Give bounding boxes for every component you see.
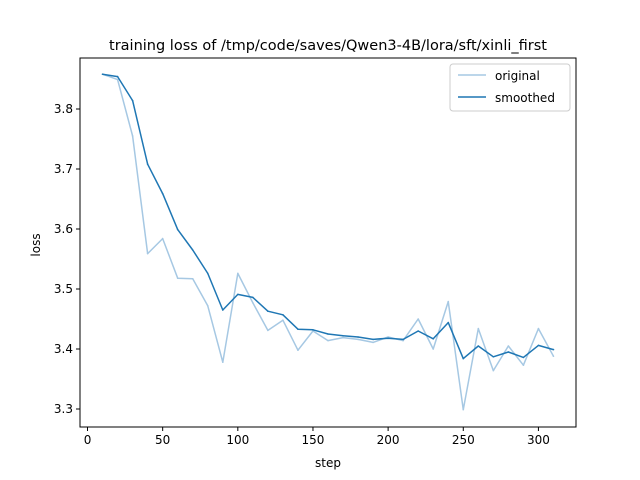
data-point-original [447, 300, 450, 303]
data-point-smoothed [221, 309, 224, 311]
data-point-original [387, 336, 389, 338]
data-point-smoothed [492, 356, 495, 358]
data-point-smoothed [357, 336, 359, 338]
data-point-original [237, 272, 239, 275]
data-point-smoothed [462, 357, 465, 360]
data-point-original [492, 369, 495, 372]
data-point-smoothed [206, 272, 209, 275]
series-layer [101, 73, 555, 411]
x-tick-label: 100 [226, 433, 249, 447]
data-point-smoothed [477, 345, 480, 347]
data-point-smoothed [522, 356, 525, 359]
y-axis-ticks: 3.3 3.4 3.5 3.6 3.7 3.8 [54, 102, 80, 416]
x-axis-title: step [315, 456, 341, 470]
data-point-smoothed [101, 73, 104, 75]
data-point-original [297, 349, 299, 352]
data-point-smoothed [297, 328, 299, 331]
y-tick-label: 3.3 [54, 402, 73, 416]
data-point-smoothed [537, 344, 540, 347]
data-point-original [537, 327, 540, 330]
data-point-smoothed [161, 192, 164, 195]
data-point-smoothed [327, 333, 329, 335]
data-point-original [342, 336, 344, 339]
y-axis-title: loss [29, 233, 43, 256]
data-point-original [372, 341, 374, 344]
legend-original-label: original [495, 69, 540, 83]
data-point-smoothed [507, 351, 510, 353]
x-axis-ticks: 0 50 100 150 200 250 300 [84, 427, 550, 447]
data-point-smoothed [282, 314, 284, 316]
x-tick-label: 250 [452, 433, 475, 447]
data-point-smoothed [131, 99, 134, 102]
data-point-original [282, 319, 284, 322]
data-point-smoothed [432, 338, 435, 340]
data-point-smoothed [372, 338, 374, 341]
data-point-original [522, 364, 525, 367]
data-point-smoothed [417, 330, 419, 332]
data-point-original [327, 339, 329, 342]
legend-smoothed-label: smoothed [495, 91, 555, 105]
data-point-smoothed [116, 75, 119, 78]
data-point-smoothed [237, 293, 239, 296]
data-point-original [176, 277, 179, 280]
y-tick-label: 3.4 [54, 342, 73, 356]
data-point-original [206, 305, 209, 307]
data-point-smoothed [252, 296, 254, 299]
data-point-original [552, 355, 555, 358]
data-point-smoothed [402, 338, 404, 341]
data-point-smoothed [387, 337, 389, 340]
data-point-original [267, 329, 269, 332]
x-tick-label: 0 [84, 433, 92, 447]
y-tick-label: 3.5 [54, 282, 73, 296]
x-tick-label: 200 [377, 433, 400, 447]
x-tick-label: 150 [302, 433, 325, 447]
data-point-original [221, 361, 224, 364]
legend: original smoothed [449, 63, 571, 112]
data-point-original [252, 302, 254, 304]
data-point-smoothed [267, 310, 269, 313]
data-point-original [432, 348, 435, 350]
y-tick-label: 3.6 [54, 222, 73, 236]
plot-frame [79, 57, 577, 428]
data-point-original [191, 278, 194, 280]
y-tick-label: 3.8 [54, 102, 73, 116]
data-point-smoothed [191, 249, 194, 251]
data-point-original [477, 327, 480, 330]
data-point-original [417, 318, 419, 320]
data-point-smoothed [447, 321, 450, 324]
data-point-smoothed [312, 329, 314, 331]
data-point-smoothed [552, 348, 555, 351]
x-tick-label: 50 [155, 433, 170, 447]
data-point-smoothed [146, 163, 149, 165]
data-point-original [507, 345, 510, 347]
data-point-original [146, 252, 149, 255]
data-point-original [131, 135, 134, 137]
data-point-original [402, 339, 404, 342]
data-point-smoothed [342, 335, 344, 337]
data-point-original [161, 237, 164, 240]
data-point-original [116, 78, 119, 81]
y-tick-label: 3.7 [54, 162, 73, 176]
chart-title: training loss of /tmp/code/saves/Qwen3-4… [109, 38, 547, 54]
data-point-smoothed [176, 228, 179, 231]
data-point-original [462, 408, 465, 411]
x-tick-label: 300 [527, 433, 550, 447]
data-point-original [357, 338, 359, 341]
